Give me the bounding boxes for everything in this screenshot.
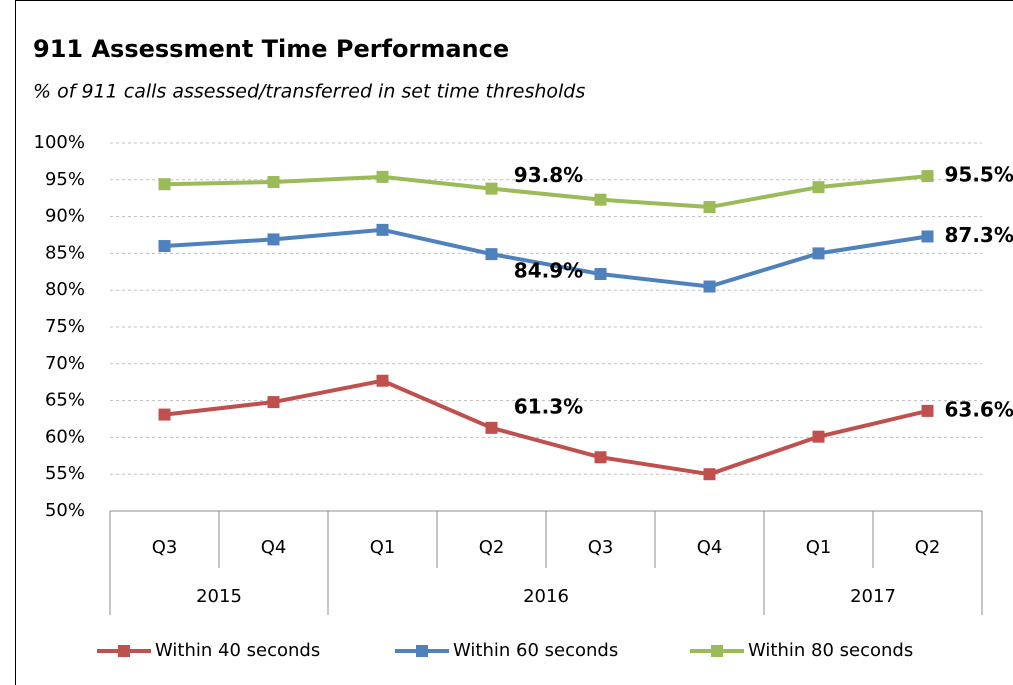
legend-label: Within 60 seconds [453, 640, 618, 661]
legend-label: Within 40 seconds [155, 640, 320, 661]
series-marker [158, 408, 171, 421]
series-marker [703, 201, 716, 214]
x-group-label: 2015 [196, 586, 242, 607]
y-tick-label: 50% [45, 500, 85, 521]
series-marker [376, 223, 389, 236]
legend-marker [416, 645, 428, 657]
y-tick-label: 90% [45, 206, 85, 227]
y-tick-label: 95% [45, 169, 85, 190]
x-tick-label: Q4 [261, 537, 287, 558]
series-marker [812, 247, 825, 260]
series-marker [594, 193, 607, 206]
series-marker [594, 268, 607, 281]
x-tick-label: Q1 [370, 537, 396, 558]
y-tick-label: 75% [45, 316, 85, 337]
data-label: 93.8% [514, 163, 583, 187]
x-tick-label: Q4 [697, 537, 723, 558]
x-tick-label: Q2 [915, 537, 941, 558]
series-line [164, 378, 928, 477]
y-tick-label: 65% [45, 390, 85, 411]
x-tick-label: Q3 [152, 537, 178, 558]
series-marker [158, 240, 171, 253]
series-marker [267, 176, 280, 189]
series-marker [921, 404, 934, 417]
x-tick-label: Q3 [588, 537, 614, 558]
series-line [164, 227, 928, 289]
series-marker [703, 468, 716, 481]
series-marker [703, 280, 716, 293]
legend-marker [711, 645, 723, 657]
data-label: 95.5% [945, 163, 1013, 187]
y-tick-label: 100% [34, 132, 85, 153]
series-line [164, 174, 928, 210]
data-label: 84.9% [514, 259, 583, 283]
y-tick-label: 80% [45, 279, 85, 300]
data-label: 61.3% [514, 394, 583, 418]
series-marker [267, 396, 280, 409]
series-marker [921, 170, 934, 183]
chart-title: 911 Assessment Time Performance [33, 35, 509, 63]
legend-marker [118, 645, 130, 657]
series-marker [485, 248, 498, 261]
series-marker [921, 230, 934, 243]
series-marker [376, 170, 389, 183]
series-marker [376, 374, 389, 387]
chart-subtitle: % of 911 calls assessed/transferred in s… [33, 81, 585, 103]
series-marker [812, 181, 825, 194]
series-marker [158, 178, 171, 191]
x-tick-label: Q2 [479, 537, 505, 558]
x-group-label: 2016 [523, 586, 569, 607]
data-label: 87.3% [945, 223, 1013, 247]
y-tick-label: 55% [45, 463, 85, 484]
series-marker [594, 451, 607, 464]
y-tick-label: 70% [45, 353, 85, 374]
series-marker [812, 430, 825, 443]
data-label: 63.6% [945, 397, 1013, 421]
series-marker [485, 182, 498, 195]
y-tick-label: 85% [45, 242, 85, 263]
x-group-label: 2017 [850, 586, 896, 607]
y-tick-label: 60% [45, 426, 85, 447]
series-marker [485, 421, 498, 434]
x-tick-label: Q1 [806, 537, 832, 558]
frame [15, 0, 1013, 685]
series-marker [267, 233, 280, 246]
legend-label: Within 80 seconds [748, 640, 913, 661]
